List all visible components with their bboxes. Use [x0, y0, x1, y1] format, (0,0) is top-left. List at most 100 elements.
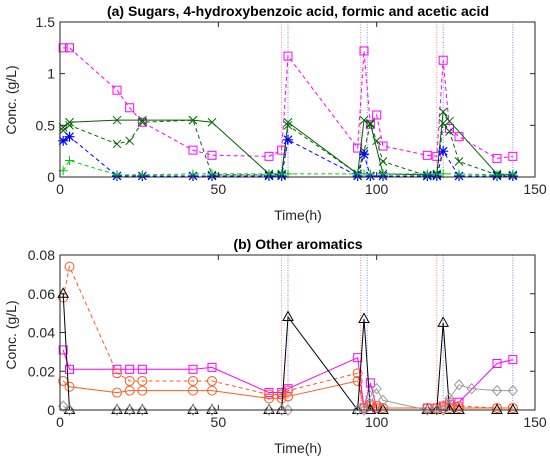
y-tick-label: 0	[47, 169, 55, 185]
data-point	[438, 107, 448, 117]
data-point	[125, 103, 135, 113]
data-point	[137, 115, 147, 125]
data-point	[64, 131, 75, 142]
data-point	[188, 375, 198, 386]
data-point	[137, 404, 148, 416]
data-point	[422, 150, 432, 160]
data-point	[207, 385, 217, 396]
y-tick-label: 0.08	[28, 247, 55, 263]
data-point	[507, 384, 519, 397]
panel-a: (a) Sugars, 4-hydroxybenzoic acid, formi…	[3, 3, 547, 223]
data-point	[377, 394, 389, 407]
y-tick-label: 0	[47, 402, 55, 418]
data-point	[508, 151, 518, 161]
data-point	[65, 43, 74, 53]
data-point	[282, 310, 294, 321]
data-point	[58, 43, 68, 53]
panel-a-x-axis-label: Time(h)	[274, 207, 322, 223]
panel-b-x-axis-label: Time(h)	[274, 440, 322, 456]
data-point	[64, 381, 75, 392]
data-point	[378, 157, 388, 166]
data-point	[277, 145, 287, 155]
data-point	[506, 403, 519, 414]
data-point	[112, 85, 122, 95]
data-point	[365, 378, 375, 388]
series-line	[63, 47, 513, 159]
data-point	[188, 145, 198, 155]
data-point	[125, 364, 135, 374]
x-tick-label: 0	[56, 414, 64, 430]
series-line	[62, 119, 513, 177]
data-point	[124, 404, 135, 416]
data-point	[207, 150, 217, 160]
data-point	[65, 120, 74, 130]
data-point	[365, 119, 375, 129]
data-point	[58, 345, 68, 355]
data-point	[65, 364, 74, 374]
data-point	[365, 119, 375, 129]
data-point	[124, 385, 135, 396]
y-tick-label: 0.02	[28, 363, 55, 379]
y-tick-label: 0.06	[28, 286, 55, 302]
data-point	[187, 403, 199, 414]
data-point	[206, 404, 218, 416]
data-point	[492, 359, 502, 368]
data-point	[137, 364, 147, 374]
x-tick-label: 50	[211, 414, 227, 430]
data-point	[372, 110, 382, 120]
data-point	[359, 115, 369, 125]
data-point	[206, 403, 218, 414]
data-point	[264, 151, 274, 161]
data-point	[454, 397, 464, 407]
data-point	[57, 287, 70, 298]
data-point	[207, 362, 217, 372]
data-point	[283, 391, 293, 402]
data-point	[136, 403, 149, 414]
data-point	[378, 141, 388, 151]
panel-b: (b) Other aromatics Time(h) Conc. (g/L) …	[3, 236, 547, 456]
data-point	[358, 312, 370, 323]
data-point	[263, 404, 275, 416]
data-point	[112, 387, 122, 398]
data-point	[508, 355, 518, 365]
data-point	[445, 116, 454, 126]
data-point	[372, 136, 382, 146]
data-point	[283, 51, 293, 61]
data-point	[365, 390, 376, 403]
data-point	[137, 375, 148, 386]
data-point	[137, 385, 148, 396]
data-point	[283, 120, 293, 130]
data-point	[112, 139, 122, 149]
axes-box	[59, 21, 536, 178]
data-point	[358, 404, 370, 416]
x-tick-label: 100	[365, 181, 389, 197]
data-point	[454, 157, 464, 166]
data-point	[64, 261, 75, 272]
data-point	[207, 375, 217, 386]
data-point	[282, 404, 294, 416]
series-line	[62, 265, 513, 409]
data-point	[65, 155, 74, 165]
data-point	[124, 375, 135, 386]
data-point	[58, 123, 68, 132]
data-point	[207, 117, 217, 127]
data-point	[453, 403, 465, 414]
x-tick-label: 150	[523, 181, 547, 197]
x-tick-label: 50	[211, 181, 227, 197]
data-point	[438, 146, 449, 157]
data-point	[111, 404, 123, 416]
data-point	[422, 404, 433, 416]
plot-area	[60, 22, 535, 177]
data-point	[112, 170, 122, 180]
data-point	[283, 117, 293, 127]
panel-b-y-axis-label: Conc. (g/L)	[3, 300, 19, 369]
y-tick-label: 0.04	[28, 325, 55, 341]
data-point	[264, 393, 274, 404]
data-point	[438, 118, 448, 128]
x-tick-label: 100	[365, 414, 389, 430]
data-point	[492, 170, 502, 180]
data-point	[137, 170, 147, 180]
data-point	[187, 404, 199, 416]
data-point	[112, 368, 122, 379]
